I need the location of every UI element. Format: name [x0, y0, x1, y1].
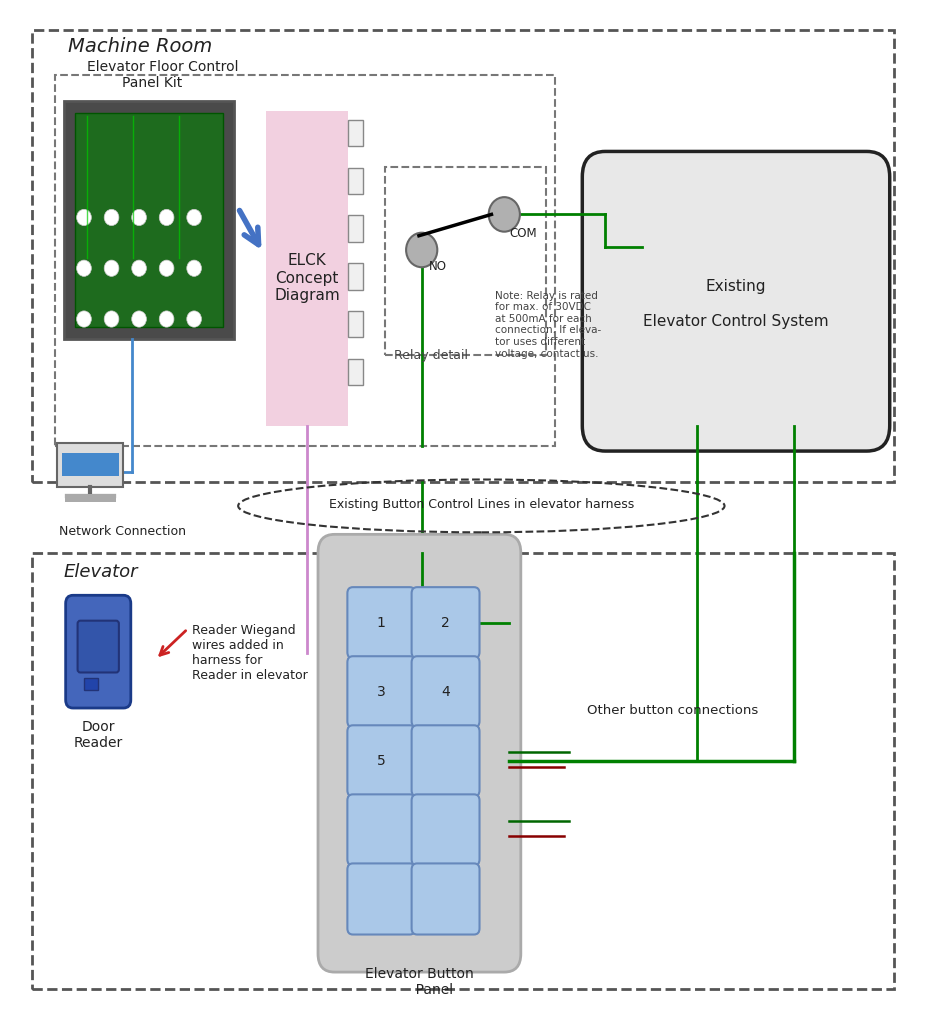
Circle shape — [131, 311, 146, 327]
Text: 5: 5 — [377, 754, 386, 768]
Bar — [385, 167, 545, 354]
Bar — [62, 453, 119, 476]
Text: Other button connections: Other button connections — [587, 703, 758, 717]
Circle shape — [105, 209, 119, 225]
Text: Existing

Elevator Control System: Existing Elevator Control System — [643, 279, 829, 329]
Circle shape — [187, 311, 202, 327]
Circle shape — [131, 209, 146, 225]
FancyBboxPatch shape — [66, 595, 131, 708]
Text: Elevator Floor Control
        Panel Kit: Elevator Floor Control Panel Kit — [87, 60, 238, 90]
Circle shape — [105, 260, 119, 276]
Bar — [64, 100, 233, 339]
FancyBboxPatch shape — [412, 795, 480, 865]
Text: ELCK
Concept
Diagram: ELCK Concept Diagram — [274, 254, 340, 303]
Bar — [266, 111, 348, 426]
Bar — [65, 494, 116, 502]
Circle shape — [77, 209, 92, 225]
Bar — [348, 311, 363, 337]
Bar — [84, 678, 98, 690]
FancyBboxPatch shape — [318, 535, 520, 972]
Bar — [31, 30, 895, 481]
Text: COM: COM — [510, 226, 537, 240]
Text: 2: 2 — [441, 615, 450, 630]
Bar — [348, 263, 363, 290]
Circle shape — [131, 260, 146, 276]
Circle shape — [77, 311, 92, 327]
FancyBboxPatch shape — [412, 587, 480, 658]
Circle shape — [187, 260, 202, 276]
Text: 4: 4 — [441, 685, 450, 698]
Circle shape — [407, 232, 437, 267]
FancyBboxPatch shape — [582, 152, 890, 451]
Bar — [348, 120, 363, 146]
Bar — [57, 443, 123, 486]
Circle shape — [105, 311, 119, 327]
Text: Existing Button Control Lines in elevator harness: Existing Button Control Lines in elevato… — [329, 499, 634, 511]
Bar — [75, 113, 222, 327]
FancyBboxPatch shape — [347, 863, 415, 935]
FancyBboxPatch shape — [347, 725, 415, 797]
FancyBboxPatch shape — [347, 587, 415, 658]
Bar — [348, 168, 363, 195]
Text: Elevator Button
       Panel: Elevator Button Panel — [365, 967, 473, 997]
FancyBboxPatch shape — [347, 795, 415, 865]
Circle shape — [77, 260, 92, 276]
Bar — [348, 358, 363, 385]
Text: 3: 3 — [377, 685, 386, 698]
Circle shape — [159, 209, 174, 225]
Circle shape — [159, 260, 174, 276]
Circle shape — [187, 209, 202, 225]
Text: 1: 1 — [377, 615, 386, 630]
Bar — [348, 215, 363, 242]
Text: Note: Relay is rated
for max. of 30VDC
at 500mA for each
connection. If eleva-
t: Note: Relay is rated for max. of 30VDC a… — [495, 291, 601, 358]
Text: Reader Wiegand
wires added in
harness for
Reader in elevator: Reader Wiegand wires added in harness fo… — [193, 624, 308, 682]
Text: Elevator: Elevator — [64, 563, 138, 581]
Text: Network Connection: Network Connection — [59, 525, 186, 539]
FancyBboxPatch shape — [412, 725, 480, 797]
Text: Machine Room: Machine Room — [69, 37, 213, 55]
Circle shape — [159, 311, 174, 327]
Text: Relay detail: Relay detail — [394, 349, 469, 361]
FancyBboxPatch shape — [347, 656, 415, 727]
Text: Door
Reader: Door Reader — [74, 720, 123, 751]
FancyBboxPatch shape — [412, 656, 480, 727]
Text: NO: NO — [429, 260, 447, 273]
Bar — [31, 553, 895, 989]
Bar — [55, 75, 555, 446]
FancyBboxPatch shape — [78, 621, 119, 673]
FancyBboxPatch shape — [412, 863, 480, 935]
Circle shape — [489, 198, 519, 231]
